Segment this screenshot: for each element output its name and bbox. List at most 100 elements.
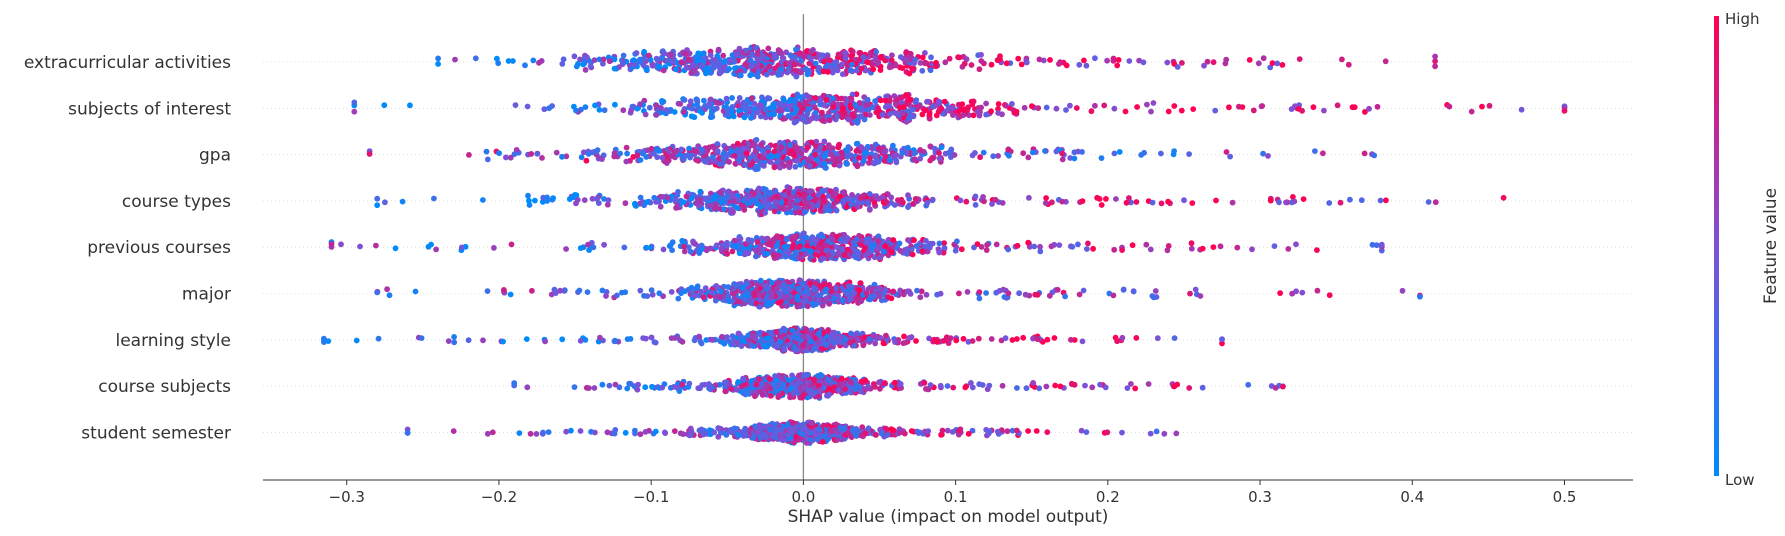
shap-point (731, 153, 738, 159)
shap-point (833, 244, 840, 250)
shap-point (794, 347, 801, 354)
shap-point (735, 103, 742, 109)
shap-point (963, 198, 970, 205)
shap-point (812, 95, 819, 101)
shap-point (1171, 335, 1178, 341)
shap-point (1373, 242, 1380, 249)
shap-point (1054, 286, 1061, 293)
shap-point (624, 150, 630, 157)
shap-point (644, 199, 650, 206)
shap-point (911, 150, 917, 157)
shap-point (1103, 196, 1109, 202)
shap-point (937, 290, 944, 297)
shap-point (823, 287, 830, 293)
shap-point (736, 95, 743, 101)
shap-point (772, 65, 778, 72)
shap-point (823, 341, 830, 348)
shap-point (855, 255, 862, 262)
shap-point (1204, 58, 1211, 65)
shap-point (928, 54, 934, 61)
shap-point (1293, 241, 1299, 248)
shap-point (888, 295, 895, 302)
shap-point (1265, 153, 1271, 159)
shap-point (1005, 146, 1012, 153)
shap-point (770, 103, 777, 110)
shap-point (839, 71, 846, 78)
shap-point (785, 113, 792, 119)
shap-point (1059, 156, 1066, 163)
shap-point (738, 343, 745, 349)
shap-point (858, 113, 864, 119)
shap-point (1025, 239, 1032, 246)
shap-point (872, 141, 879, 148)
shap-point (374, 289, 381, 296)
shap-point (798, 57, 805, 64)
shap-point (789, 327, 796, 334)
shap-point (765, 301, 771, 307)
shap-point (1154, 335, 1161, 342)
shap-point (701, 153, 707, 160)
shap-point (864, 96, 871, 103)
shap-point (715, 46, 722, 53)
shap-point (787, 96, 794, 103)
shap-point (893, 152, 900, 158)
shap-point (523, 336, 530, 342)
shap-point (675, 295, 682, 302)
shap-point (584, 54, 590, 61)
shap-point (778, 199, 785, 206)
shap-point (1351, 104, 1358, 111)
shap-point (912, 196, 919, 202)
shap-point (614, 292, 620, 299)
shap-point (649, 150, 656, 157)
shap-point (729, 298, 736, 305)
shap-point (510, 58, 516, 64)
shap-point (686, 145, 692, 152)
shap-point (801, 116, 807, 122)
shap-point (698, 246, 705, 253)
shap-point (990, 153, 997, 160)
shap-point (789, 235, 796, 242)
shap-point (683, 193, 690, 200)
shap-point (815, 339, 822, 345)
shap-point (972, 193, 979, 200)
shap-point (1210, 244, 1217, 251)
shap-point (946, 55, 953, 62)
shap-point (712, 194, 719, 201)
shap-point (659, 98, 665, 104)
shap-point (976, 295, 983, 302)
shap-point (595, 200, 602, 207)
shap-point (384, 286, 390, 293)
shap-point (1223, 56, 1230, 63)
shap-point (819, 109, 825, 116)
shap-point (669, 247, 675, 254)
shap-point (1234, 244, 1241, 251)
shap-point (703, 158, 709, 165)
shap-point (739, 49, 746, 56)
shap-point (754, 238, 761, 245)
shap-point (808, 139, 815, 146)
shap-point (639, 150, 646, 157)
shap-point (802, 293, 809, 300)
shap-point (563, 246, 569, 252)
shap-point (740, 145, 747, 152)
shap-point (728, 148, 735, 155)
shap-point (689, 62, 696, 69)
shap-point (1267, 197, 1274, 204)
shap-point (723, 145, 730, 152)
shap-point (1179, 60, 1185, 66)
shap-point (833, 285, 839, 292)
shap-point (1321, 107, 1327, 114)
shap-point (526, 197, 532, 204)
shap-point (773, 329, 780, 335)
shap-point (713, 242, 720, 249)
shap-point (980, 194, 986, 200)
shap-point (1036, 56, 1043, 63)
shap-point (612, 101, 618, 108)
shap-point (882, 287, 888, 293)
shap-point (812, 151, 818, 158)
shap-point (412, 288, 419, 295)
shap-point (736, 235, 743, 242)
shap-point (563, 153, 570, 160)
shap-point (1186, 151, 1192, 158)
shap-point (1133, 199, 1140, 205)
